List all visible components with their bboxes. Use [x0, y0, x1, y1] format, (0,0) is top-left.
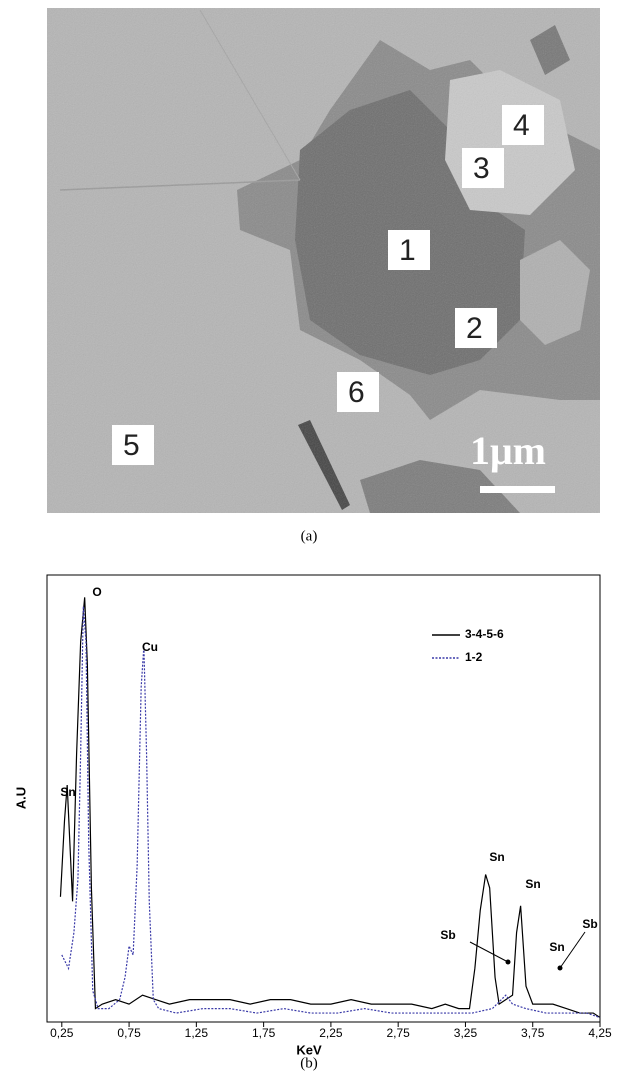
figure: 1μm (a) KeV A.U (b) 1234560,250,751,251,… [0, 0, 618, 1073]
x-tick-label: 3,75 [521, 1026, 545, 1040]
peak-label: Cu [142, 640, 158, 654]
peak-label: Sn [525, 877, 540, 891]
peak-label: Sb [582, 917, 597, 931]
x-tick-label: 4,25 [588, 1026, 612, 1040]
arrow-head [506, 960, 511, 965]
peak-label: Sn [549, 940, 564, 954]
x-tick-label: 2,75 [386, 1026, 410, 1040]
legend-label: 3-4-5-6 [465, 627, 504, 641]
point-label: 2 [466, 312, 483, 345]
x-tick-label: 0,25 [50, 1026, 74, 1040]
x-tick-label: 3,25 [454, 1026, 478, 1040]
peak-label: O [92, 585, 101, 599]
point-label: 5 [123, 429, 140, 462]
legend-label: 1-2 [465, 650, 483, 664]
point-label: 4 [513, 109, 530, 142]
x-tick-label: 0,75 [117, 1026, 141, 1040]
caption-a: (a) [301, 528, 318, 544]
scale-bar-label: 1μm [470, 428, 546, 473]
peak-label: Sn [60, 785, 75, 799]
caption-b: (b) [300, 1055, 318, 1071]
x-tick-label: 1,75 [252, 1026, 276, 1040]
point-label: 3 [473, 152, 490, 185]
series-line [62, 606, 600, 1017]
point-label: 6 [348, 376, 365, 409]
series-line [60, 597, 600, 1017]
y-axis-label: A.U [13, 787, 28, 809]
peak-label: Sn [489, 850, 504, 864]
arrow-head [558, 966, 563, 971]
peak-label: Sb [440, 928, 455, 942]
x-tick-label: 2,25 [319, 1026, 343, 1040]
point-label: 1 [399, 234, 416, 267]
x-tick-label: 1,25 [185, 1026, 209, 1040]
scale-bar [480, 486, 555, 493]
plot-frame [47, 575, 600, 1022]
